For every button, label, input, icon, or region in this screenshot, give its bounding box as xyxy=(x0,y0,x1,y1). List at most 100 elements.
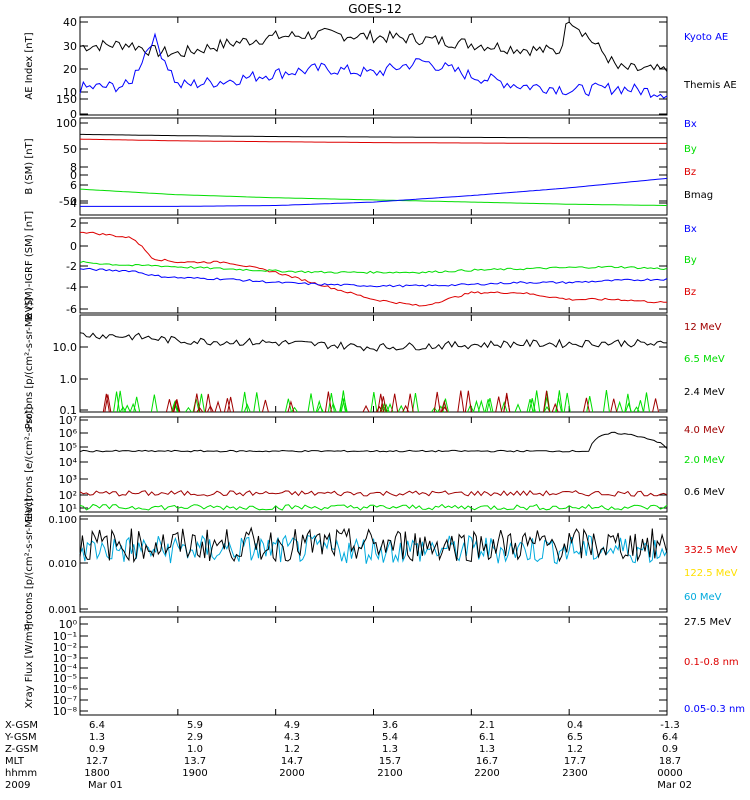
y-tick-label: 50 xyxy=(63,143,77,156)
ephemeris-value: 1.0 xyxy=(187,744,203,755)
ephemeris-value: 14.7 xyxy=(281,756,303,767)
channel-spike xyxy=(193,393,201,413)
legend-entry: By xyxy=(684,255,697,266)
channel-spike xyxy=(119,406,127,413)
ephemeris-value: 0000 xyxy=(657,768,682,779)
legend-entry: Bx xyxy=(684,119,697,130)
legend-entry: 2.0 MeV xyxy=(684,455,725,466)
panel-6: 0.001 0.010 0.100 Protons [p/(cm²-s-sr-MeV)… xyxy=(24,498,738,630)
channel-spike xyxy=(133,396,141,413)
ephemeris-row-label: hhmm xyxy=(5,768,37,779)
y-tick-label: 8 xyxy=(70,161,77,174)
channel-spike xyxy=(528,398,536,413)
channel-spike xyxy=(324,391,332,413)
y-axis-label: B (SM) [nT] xyxy=(24,138,35,194)
legend-entry: 0.6 MeV xyxy=(684,487,725,498)
y-tick-label: 10⁵ xyxy=(59,441,77,454)
legend-entry: 12 MeV xyxy=(684,322,722,333)
y-tick-label: 10.0 xyxy=(53,341,78,354)
channel-spike xyxy=(173,399,181,413)
channel-spike xyxy=(441,406,449,413)
panel-frame xyxy=(79,616,668,716)
ephemeris-value: 2200 xyxy=(474,768,499,779)
y-tick-label: 10⁻⁷ xyxy=(53,694,77,707)
channel-spike xyxy=(477,399,485,413)
legend-entry: Bx xyxy=(684,224,697,235)
legend-entry: 122.5 MeV xyxy=(684,568,738,579)
y-tick-label: -2 xyxy=(66,260,77,273)
series-line-by xyxy=(79,188,667,206)
channel-spike xyxy=(315,399,323,413)
ephemeris-row-label: Z-GSM xyxy=(5,744,38,755)
channel-spike xyxy=(457,390,465,413)
y-tick-label: -50 xyxy=(59,195,77,208)
legend-entry: 27.5 MeV xyxy=(684,617,731,628)
channel-spike xyxy=(643,392,650,413)
channel-spike xyxy=(624,393,632,413)
y-tick-label: 10² xyxy=(59,489,77,502)
channel-spike xyxy=(526,398,534,413)
channel-spike xyxy=(165,399,173,413)
channel-spike xyxy=(391,393,399,413)
legend-entry: Bz xyxy=(684,287,696,298)
y-axis-label: B (SM)-IGRF (SM) [nT] xyxy=(24,211,35,320)
plot-title: GOES-12 xyxy=(348,2,402,16)
panel-3: -6 -4 -2 0 2 4 6 8 B (SM)-IGRF (SM) [nT] Bx By Bz xyxy=(24,161,697,320)
channel-spike xyxy=(514,403,522,413)
ephemeris-value: 1.2 xyxy=(284,744,300,755)
series-line-0-6-mev xyxy=(79,431,668,453)
y-tick-label: 0.001 xyxy=(48,605,77,616)
channel-spike xyxy=(377,393,385,413)
y-tick-label: 0 xyxy=(70,108,77,121)
legend-entry: Bmag xyxy=(684,190,713,201)
panel-2: -50 0 50 100 150 B (SM) [nT] Bx By Bz Bmag xyxy=(24,93,713,216)
legend-entry: Themis AE xyxy=(683,80,737,91)
series-line-bz xyxy=(79,138,667,144)
electron-channel-line xyxy=(79,490,668,497)
ephemeris-value: 1900 xyxy=(182,768,207,779)
ephemeris-value: 18.7 xyxy=(659,756,681,767)
y-tick-label: 10⁻⁵ xyxy=(53,672,77,685)
channel-spike xyxy=(441,398,449,413)
y-tick-label: 0 xyxy=(70,169,77,182)
ephemeris-value: 5.4 xyxy=(382,732,398,743)
ephemeris-row-label: 2009 xyxy=(5,780,30,791)
series-line-bx xyxy=(80,177,668,207)
ephemeris-value: 1.3 xyxy=(479,744,495,755)
y-tick-label: 6 xyxy=(70,179,77,192)
channel-spike xyxy=(261,399,269,413)
ephemeris-value: 6.4 xyxy=(89,720,105,731)
legend-entry: 0.05-0.3 nm xyxy=(684,704,745,715)
series-line-bmag xyxy=(80,133,667,139)
legend-entry: 0.1-0.8 nm xyxy=(684,657,739,668)
proton-channel-line xyxy=(79,526,668,564)
channel-spike xyxy=(433,391,441,413)
channel-spike xyxy=(113,391,121,413)
channel-spike xyxy=(440,399,448,413)
y-tick-label: 10⁻² xyxy=(53,641,77,654)
legend-entry: Bz xyxy=(684,167,696,178)
legend-entry: 6.5 MeV xyxy=(684,354,725,365)
legend-entry: Kyoto AE xyxy=(684,32,728,43)
panel-frame xyxy=(79,416,668,513)
panel-frame xyxy=(79,217,668,314)
y-tick-label: 30 xyxy=(63,40,77,53)
y-tick-label: 10⁻⁴ xyxy=(53,662,78,675)
ephemeris-value: -1.3 xyxy=(660,720,680,731)
channel-spike xyxy=(636,400,644,413)
ephemeris-value: 2.9 xyxy=(187,732,203,743)
series-line-kyoto-ae xyxy=(79,32,668,99)
y-axis-label: Xray Flux [W/m²] xyxy=(24,623,35,708)
y-tick-label: 0.010 xyxy=(48,559,77,570)
panel-4: 0.1 1.0 10.0 Protons [p/(cm²-s-sr-MeV)] 12 M… xyxy=(24,298,725,430)
channel-spike xyxy=(284,398,292,413)
ephemeris-value: 2100 xyxy=(377,768,402,779)
ephemeris-value: 4.3 xyxy=(284,732,300,743)
channel-spike xyxy=(602,390,610,413)
ephemeris-row-label: MLT xyxy=(5,756,25,767)
y-tick-label: 10⁶ xyxy=(59,427,78,440)
ephemeris-value: 2000 xyxy=(279,768,304,779)
channel-spike xyxy=(370,392,378,413)
